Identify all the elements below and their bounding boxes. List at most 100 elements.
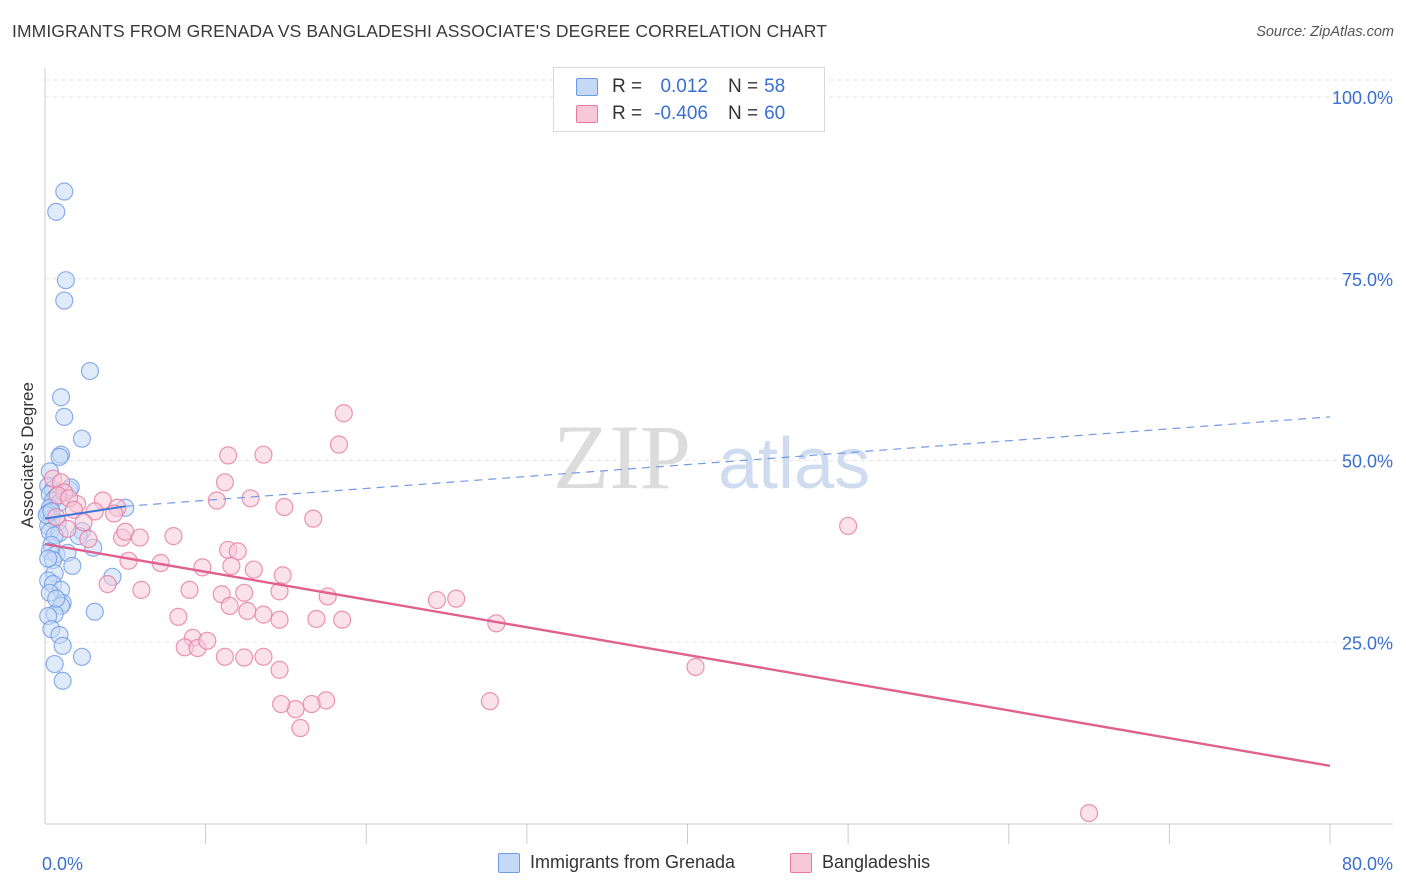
point-bangladeshi [686,657,705,677]
point-bangladeshi [169,607,188,626]
point-grenada [50,447,69,466]
point-grenada [55,407,74,426]
point-bangladeshi [1079,803,1099,823]
bottom-legend-grenada: Immigrants from Grenada [498,852,735,873]
point-bangladeshi [164,527,183,546]
point-bangladeshi [215,473,234,492]
point-grenada [39,549,58,568]
point-bangladeshi [291,718,310,738]
point-bangladeshi [119,551,138,570]
point-grenada [55,291,74,310]
legend-n-value: 58 [764,76,786,97]
point-bangladeshi [238,601,257,621]
legend-r-value: -0.406 [654,103,708,124]
legend-swatch-grenada [576,78,598,96]
legend-n-label: N = [728,76,759,97]
point-grenada [51,388,71,407]
x-tick-label: 0.0% [42,854,83,874]
legend-row-bangladeshi: R = -0.406 N = 60 [576,101,785,127]
y-axis-label: Associate's Degree [18,382,37,528]
trendline-bangladeshi [44,542,1331,768]
watermark-atlas: atlas [718,424,870,504]
point-grenada [55,182,74,201]
point-grenada [72,429,92,448]
point-bangladeshi [198,631,217,650]
point-bangladeshi [254,605,273,624]
point-bangladeshi [98,574,117,594]
point-grenada [47,202,66,221]
data-points [37,182,1099,823]
point-bangladeshi [334,404,353,423]
point-bangladeshi [74,513,93,532]
point-bangladeshi [333,610,352,629]
point-grenada [63,556,82,576]
point-grenada [53,636,72,655]
point-bangladeshi [220,596,239,616]
point-bangladeshi [275,497,294,517]
point-bangladeshi [839,516,858,536]
point-bangladeshi [273,566,292,585]
legend-r-value: 0.012 [660,76,708,97]
point-bangladeshi [447,589,466,608]
point-bangladeshi [307,609,326,629]
point-bangladeshi [180,580,199,600]
point-bangladeshi [272,694,291,714]
point-bangladeshi [207,491,226,510]
bottom-legend-bangladeshi: Bangladeshis [790,852,930,873]
point-bangladeshi [270,660,289,679]
point-grenada [85,602,104,621]
trendlines [44,416,1331,768]
legend-row-grenada: R = 0.012 N = 58 [576,74,785,100]
point-bangladeshi [219,446,238,465]
legend-swatch-bangladeshi [576,105,598,123]
watermark: ZIP atlas [553,406,870,508]
point-bangladeshi [304,509,323,528]
y-tick-label: 25.0% [1342,633,1393,653]
point-bangladeshi [58,519,77,538]
point-bangladeshi [270,610,289,629]
point-bangladeshi [244,560,263,579]
point-bangladeshi [302,694,321,714]
point-bangladeshi [254,445,273,464]
chart-source: Source: ZipAtlas.com [1256,24,1394,40]
point-bangladeshi [318,587,337,606]
grid-lines [45,79,1393,643]
point-bangladeshi [130,528,149,547]
point-bangladeshi [132,580,151,600]
point-bangladeshi [235,583,254,602]
point-grenada [56,271,75,290]
legend-n-value: 60 [764,103,786,124]
point-bangladeshi [270,582,289,601]
bottom-legend-swatch-bangladeshi [790,852,812,873]
point-grenada [53,671,72,690]
point-bangladeshi [222,556,241,576]
y-tick-label: 75.0% [1342,270,1393,290]
tick-labels: 25.0% 50.0% 75.0% 100.0% 0.0% 80.0% [42,88,1393,874]
point-bangladeshi [241,489,260,508]
point-bangladeshi [329,435,349,454]
y-tick-label: 100.0% [1332,88,1393,108]
legend-r-label: R = [612,76,643,97]
point-bangladeshi [79,529,98,549]
point-bangladeshi [215,647,234,666]
x-tick-label: 80.0% [1342,854,1393,874]
bottom-legend-label-bangladeshi: Bangladeshis [822,852,931,872]
legend-r-label: R = [612,103,643,124]
chart-title: IMMIGRANTS FROM GRENADA VS BANGLADESHI A… [12,21,828,41]
correlation-legend: R = 0.012 N = 58 R = -0.406 N = 60 [553,67,825,132]
point-grenada [45,654,64,674]
trendline-grenada-dashed [125,416,1331,507]
point-grenada [47,589,66,608]
point-bangladeshi [427,590,447,610]
point-bangladeshi [254,647,273,666]
legend-n-label: N = [728,103,759,124]
bottom-legend-label-grenada: Immigrants from Grenada [530,852,736,872]
point-bangladeshi [235,648,254,667]
axes [44,68,1393,844]
point-grenada [72,647,92,666]
trendline-grenada-solid [44,505,126,520]
point-grenada [80,361,100,381]
watermark-zip: ZIP [553,406,691,508]
point-bangladeshi [480,692,500,711]
